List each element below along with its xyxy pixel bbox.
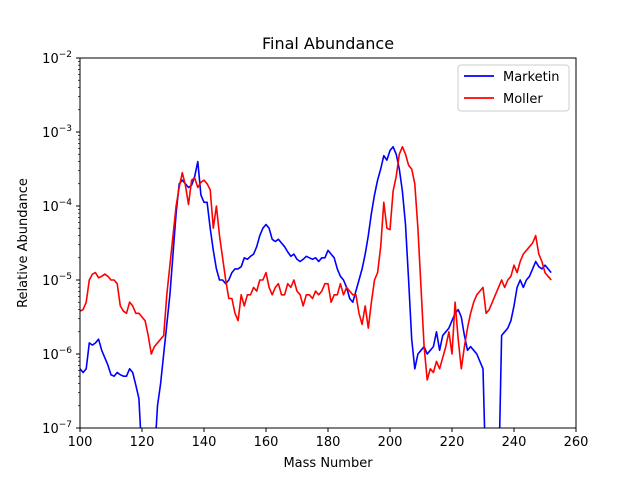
legend-moller-label: Moller: [503, 92, 543, 107]
x-axis-label: Mass Number: [283, 456, 373, 471]
x-axis: 100 120 140 160 180 200 220 240 260: [68, 428, 589, 450]
x-tick-label: 260: [564, 435, 589, 450]
y-axis: 10−7 10−6 10−5 10−4 10−3 10−2: [42, 50, 80, 437]
y-tick-label: 10−6: [42, 346, 72, 363]
x-tick-label: 180: [316, 435, 341, 450]
x-tick-label: 100: [68, 435, 93, 450]
series-layer: [80, 146, 552, 428]
series-line-moller: [80, 146, 552, 381]
series-line-marketin: [80, 146, 552, 428]
chart-title: Final Abundance: [262, 34, 394, 53]
legend: Marketin Moller: [457, 64, 570, 112]
x-tick-label: 140: [192, 435, 217, 450]
y-tick-label: 10−3: [42, 124, 72, 141]
x-tick-label: 160: [254, 435, 279, 450]
x-tick-label: 240: [502, 435, 527, 450]
y-axis-label: Relative Abundance: [16, 178, 31, 308]
x-tick-label: 220: [440, 435, 465, 450]
legend-marketin-label: Marketin: [503, 70, 560, 85]
y-tick-label: 10−5: [42, 272, 72, 289]
x-tick-label: 120: [130, 435, 155, 450]
y-tick-label: 10−7: [42, 420, 72, 437]
x-tick-label: 200: [378, 435, 403, 450]
y-tick-label: 10−2: [42, 50, 72, 67]
y-tick-label: 10−4: [42, 198, 72, 215]
